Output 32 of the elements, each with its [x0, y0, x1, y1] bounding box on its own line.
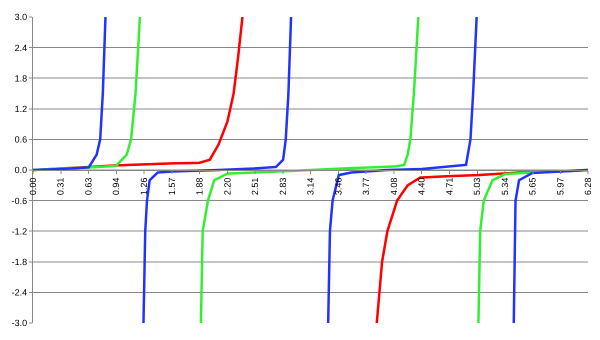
y-tick-label: 3.0 — [14, 12, 28, 22]
x-tick-label: 1.26 — [139, 178, 150, 196]
y-tick-label: -2.4 — [12, 288, 28, 298]
x-tick-label: 4.40 — [416, 178, 427, 196]
x-tick-label: 2.83 — [278, 178, 288, 196]
x-tick-label: 4.71 — [444, 178, 454, 196]
x-tick-label: 1.57 — [166, 178, 177, 196]
y-tick-label: -1.2 — [12, 226, 28, 236]
x-tick-label: 6.28 — [582, 178, 593, 196]
x-tick-label: 0.00 — [28, 178, 38, 196]
x-tick-label: 5.03 — [472, 178, 482, 196]
x-tick-label: 4.08 — [388, 178, 399, 196]
x-tick-label: 0.63 — [83, 178, 94, 196]
x-tick-label: 5.34 — [500, 178, 510, 196]
x-tick-label: 3.77 — [361, 178, 372, 196]
x-tick-label: 1.88 — [194, 178, 205, 196]
x-tick-label: 2.51 — [250, 178, 260, 196]
x-tick-label: 5.97 — [555, 178, 566, 196]
y-tick-label: 1.2 — [14, 104, 28, 114]
y-tick-label: -1.8 — [12, 256, 28, 267]
y-tick-label: -3.0 — [12, 318, 28, 328]
x-tick-label: 2.20 — [222, 178, 232, 196]
x-tick-label: 5.65 — [528, 178, 538, 196]
x-tick-label: 0.94 — [111, 178, 122, 196]
y-tick-label: 1.8 — [14, 73, 28, 84]
y-tick-label: 0.6 — [14, 134, 28, 145]
x-tick-label: 0.31 — [56, 178, 66, 196]
y-tick-label: -0.6 — [12, 196, 28, 206]
x-tick-label: 3.14 — [306, 178, 316, 196]
x-tick-label: 3.46 — [333, 178, 344, 196]
y-tick-label: 2.4 — [14, 42, 28, 53]
y-tick-label: 0.0 — [14, 165, 28, 176]
